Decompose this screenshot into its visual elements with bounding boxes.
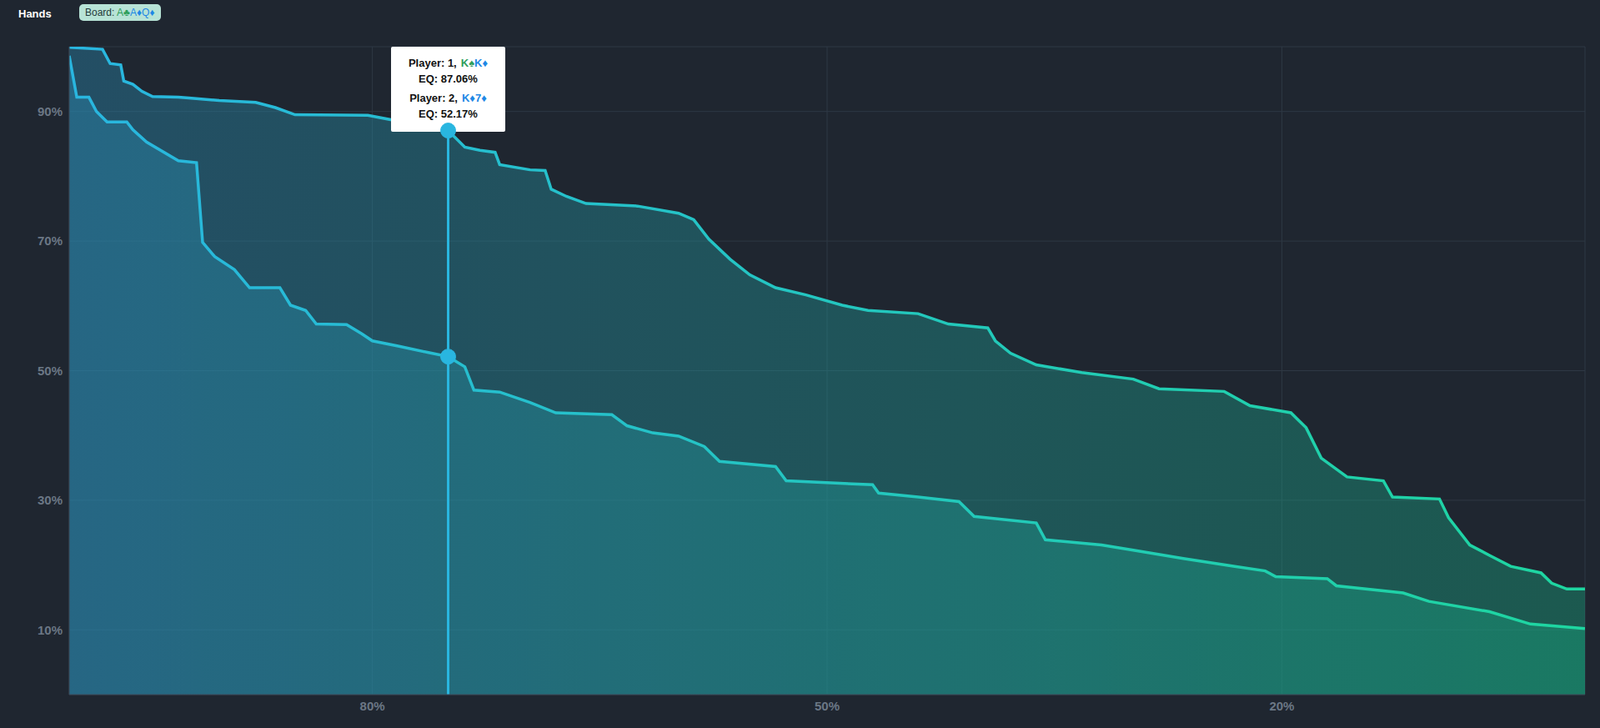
svg-text:80%: 80% xyxy=(360,698,386,713)
svg-text:EQ: 52.17%: EQ: 52.17% xyxy=(418,107,478,121)
svg-text:50%: 50% xyxy=(37,363,63,378)
html-text:Hands: Hands xyxy=(18,7,52,21)
svg-text:20%: 20% xyxy=(1268,698,1295,713)
html-text:Board: A♣ A♦ Q♦: Board: A♣ A♦ Q♦ xyxy=(85,6,155,19)
svg-text:Player: 2,K♦7♦: Player: 2,K♦7♦ xyxy=(409,91,487,105)
svg-text:30%: 30% xyxy=(37,492,63,507)
svg-text:90%: 90% xyxy=(37,104,63,119)
svg-text:10%: 10% xyxy=(37,622,63,637)
svg-text:70%: 70% xyxy=(37,233,63,248)
svg-text:50%: 50% xyxy=(814,698,840,713)
svg-text:EQ: 87.06%: EQ: 87.06% xyxy=(418,72,478,86)
svg-text:Player: 1,K♠K♦: Player: 1,K♠K♦ xyxy=(408,56,489,70)
